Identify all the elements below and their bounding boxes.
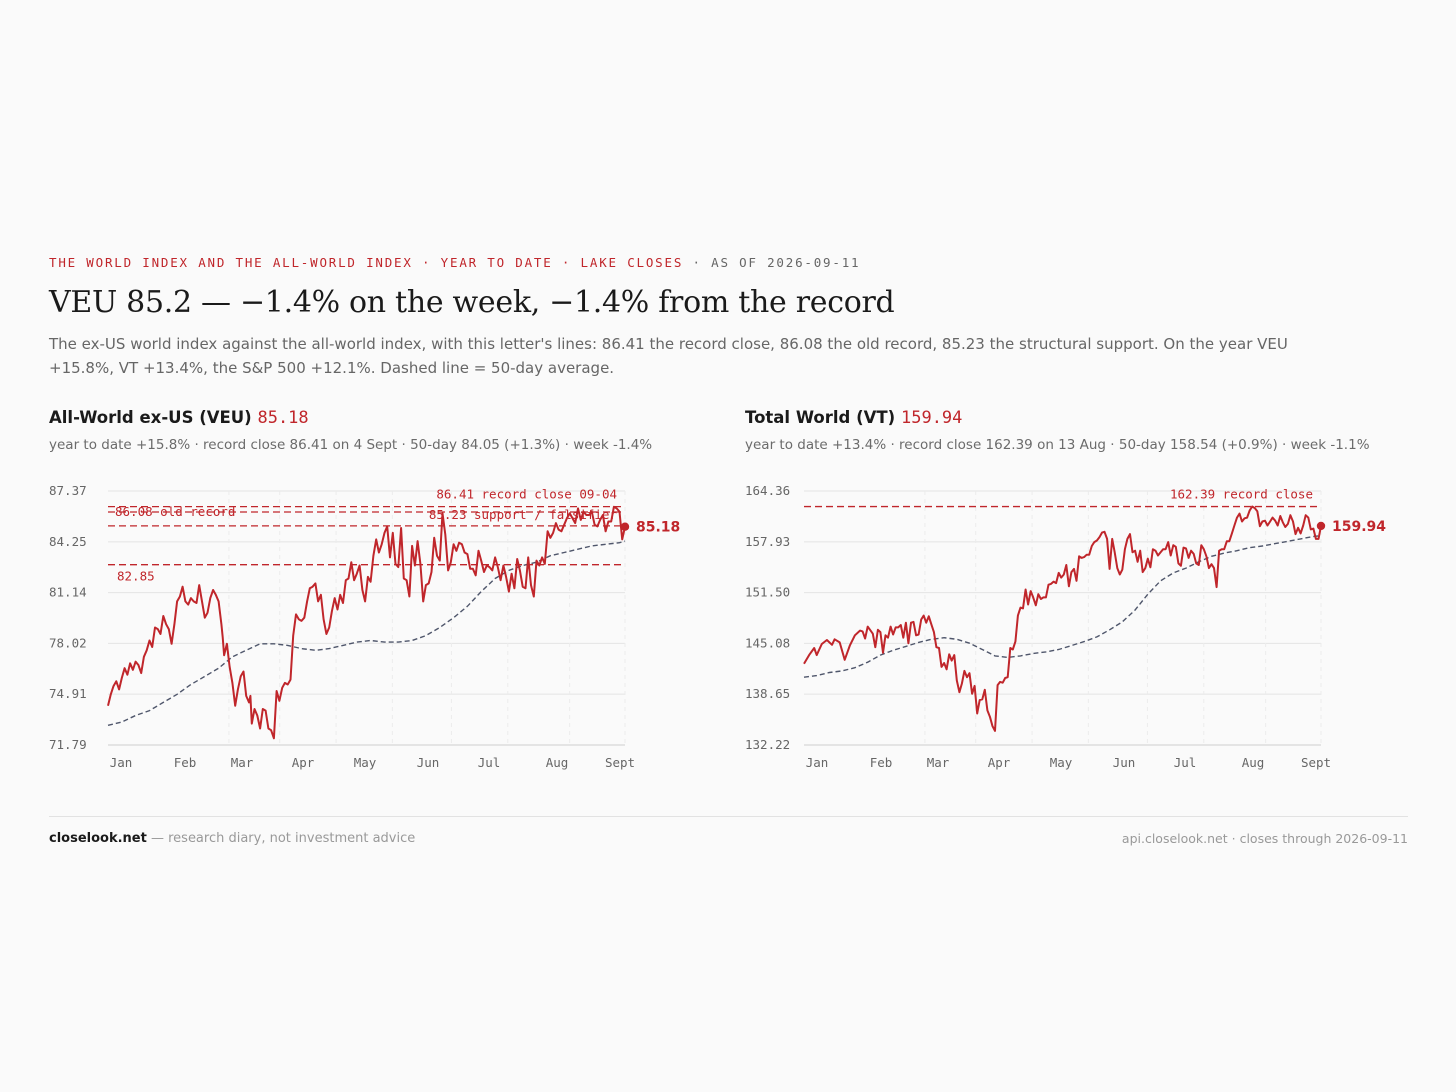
vt-y-tick-label: 151.50: [745, 585, 790, 600]
veu-price-line: [107, 505, 626, 740]
veu-reference-label: 82.85: [117, 569, 155, 584]
veu-x-tick-label: Mar: [231, 755, 254, 770]
vt-last-value: 159.94: [900, 408, 963, 428]
vt-y-tick-label: 164.36: [745, 483, 790, 498]
veu-title: All-World ex-US (VEU): [49, 408, 252, 427]
footer-source: api.closelook.net · closes through 2026-…: [1121, 831, 1408, 846]
footer-left: closelook.net — research diary, not inve…: [49, 831, 415, 846]
vt-x-tick-label: May: [1050, 755, 1073, 770]
vt-last-point: [1316, 521, 1326, 531]
veu-panel-title: All-World ex-US (VEU) 85.18: [49, 408, 309, 428]
veu-x-tick-label: Aug: [546, 755, 569, 770]
vt-y-tick-label: 145.08: [745, 635, 790, 650]
veu-reference-label: 86.41 record close 09-04: [436, 487, 617, 502]
vt-last-label: 159.94: [1332, 519, 1386, 535]
kicker: THE WORLD INDEX AND THE ALL-WORLD INDEX …: [49, 255, 860, 270]
veu-y-tick-label: 74.91: [49, 686, 87, 701]
vt-x-tick-label: Jul: [1174, 755, 1197, 770]
footer-tagline: — research diary, not investment advice: [146, 831, 416, 846]
vt-x-tick-label: Mar: [927, 755, 950, 770]
veu-y-tick-label: 87.37: [49, 483, 87, 498]
veu-subtitle: year to date +15.8% · record close 86.41…: [49, 437, 653, 453]
veu-y-tick-label: 71.79: [49, 737, 87, 752]
veu-x-tick-label: Jun: [417, 755, 440, 770]
footer-brand[interactable]: closelook.net: [49, 831, 147, 846]
veu-y-tick-label: 78.02: [49, 635, 87, 650]
veu-x-tick-label: Sept: [605, 755, 635, 770]
vt-x-tick-label: Aug: [1242, 755, 1265, 770]
dek: The ex-US world index against the all-wo…: [49, 335, 1288, 377]
veu-reference-label: 86.08 old record: [115, 504, 235, 519]
vt-x-tick-label: Jan: [806, 755, 829, 770]
vt-x-tick-label: Apr: [988, 755, 1011, 770]
veu-last-value: 85.18: [257, 408, 309, 428]
kicker-date: · AS OF 2026-09-11: [683, 255, 861, 270]
vt-x-tick-label: Sept: [1301, 755, 1331, 770]
vt-y-tick-label: 138.65: [745, 686, 790, 701]
veu-x-tick-label: Feb: [174, 755, 197, 770]
veu-x-tick-label: Apr: [292, 755, 315, 770]
veu-reference-label: 85.23 support / falsifier: [429, 507, 618, 522]
vt-y-tick-label: 132.22: [745, 737, 790, 752]
vt-title: Total World (VT): [745, 408, 896, 427]
headline: VEU 85.2 — −1.4% on the week, −1.4% from…: [49, 285, 895, 320]
vt-y-tick-label: 157.93: [745, 534, 790, 549]
veu-y-tick-label: 81.14: [49, 585, 87, 600]
veu-x-tick-label: Jan: [110, 755, 133, 770]
veu-last-point: [620, 522, 630, 531]
vt-reference-label: 162.39 record close: [1170, 487, 1313, 502]
vt-ma50-line: [803, 535, 1322, 678]
vt-subtitle: year to date +13.4% · record close 162.3…: [745, 437, 1370, 453]
vt-panel-title: Total World (VT) 159.94: [745, 408, 962, 428]
veu-ma50-line: [107, 540, 626, 726]
veu-x-tick-label: May: [354, 755, 377, 770]
vt-x-tick-label: Feb: [870, 755, 893, 770]
veu-chart: 87.37 84.25 81.14 78.02 74.91 71.79 Jan Feb Mar A…: [49, 483, 680, 770]
veu-last-label: 85.18: [636, 520, 680, 536]
veu-x-tick-label: Jul: [478, 755, 501, 770]
vt-x-tick-label: Jun: [1113, 755, 1136, 770]
kicker-topic: THE WORLD INDEX AND THE ALL-WORLD INDEX …: [49, 255, 684, 270]
vt-chart: 164.36 157.93 151.50 145.08 138.65 132.22 Jan F…: [745, 483, 1386, 770]
footer-divider: [49, 816, 1408, 817]
veu-y-tick-label: 84.25: [49, 534, 87, 549]
vt-price-line: [803, 505, 1322, 732]
